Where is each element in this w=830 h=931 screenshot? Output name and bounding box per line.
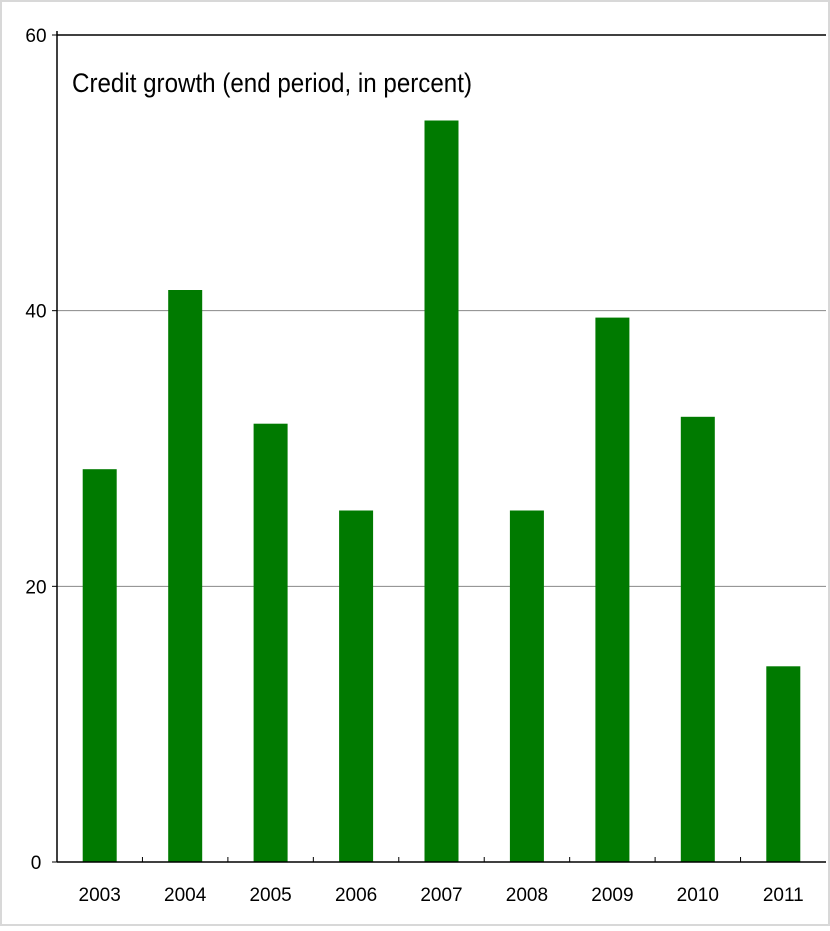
y-tick-label: 60 — [25, 26, 46, 47]
y-tick-label: 20 — [25, 577, 46, 598]
x-tick-label: 2008 — [506, 885, 548, 906]
y-tick-label: 0 — [31, 853, 42, 874]
x-tick-label: 2011 — [763, 885, 804, 906]
x-tick-label: 2010 — [677, 885, 719, 906]
bar-2008 — [509, 510, 544, 862]
y-tick-label: 40 — [25, 302, 46, 323]
bar-2010 — [680, 416, 715, 862]
axis-labels: 0 20 40 60 2003 2004 2005 2006 2007 2008 2009 2010 2… — [25, 26, 803, 906]
bar-2005 — [253, 423, 288, 862]
x-tick-label: 2004 — [164, 885, 207, 906]
x-tick-label: 2009 — [591, 885, 633, 906]
bar-2011 — [766, 666, 801, 862]
bar-2003 — [82, 469, 117, 862]
bar-2004 — [168, 290, 203, 862]
x-tick-label: 2006 — [335, 885, 377, 906]
bar-2007 — [424, 120, 459, 862]
bar-2009 — [595, 317, 630, 863]
bars — [82, 120, 801, 863]
x-tick-label: 2007 — [420, 885, 462, 906]
bar-2006 — [339, 510, 374, 862]
chart-title: Credit growth (end period, in percent) — [72, 68, 472, 98]
x-tick-label: 2003 — [79, 885, 121, 906]
x-tick-label: 2005 — [249, 885, 291, 906]
axes — [52, 31, 826, 863]
